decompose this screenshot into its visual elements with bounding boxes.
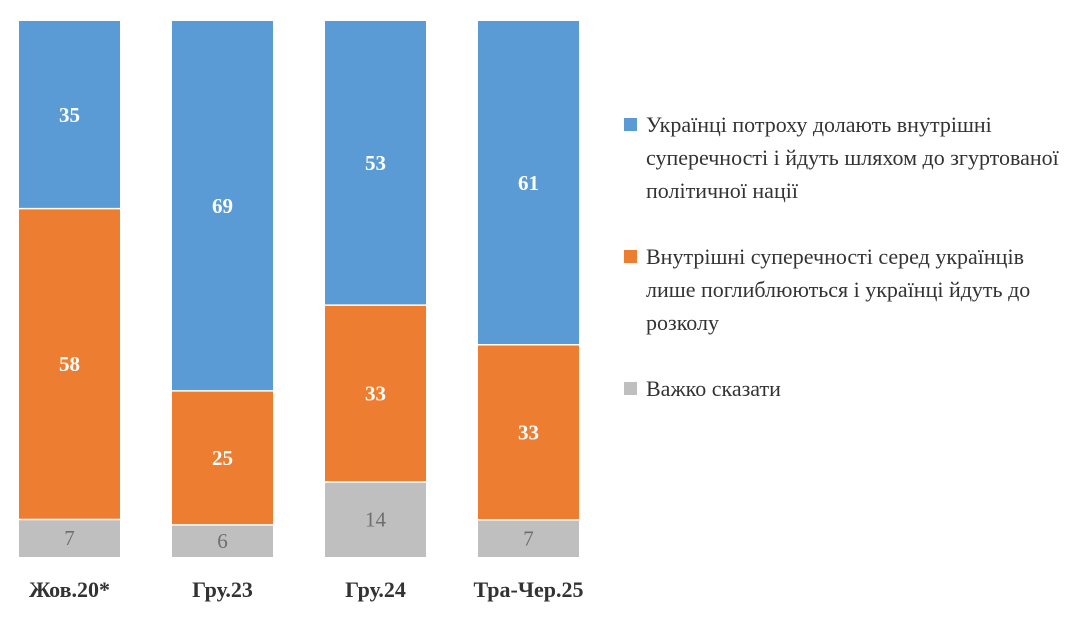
legend-label-consolidation: Українці потроху долають внутрішні супер… (646, 112, 1059, 203)
legend-item-hard-to-say: Важко сказати (624, 372, 1064, 405)
bar-hard-to-say-2 (325, 481, 426, 557)
data-label-division-2: 33 (365, 382, 386, 406)
data-label-consolidation-0: 35 (59, 103, 80, 127)
legend-item-division: Внутрішні суперечності серед українців л… (624, 240, 1064, 339)
bar-division-2 (325, 305, 426, 482)
legend-label-division: Внутрішні суперечності серед українців л… (646, 244, 1031, 335)
bar-consolidation-2 (325, 21, 426, 306)
category-label-0: Жов.20* (29, 577, 110, 602)
data-label-consolidation-1: 69 (212, 194, 233, 218)
bar-consolidation-0 (19, 21, 120, 209)
bar-consolidation-3 (478, 21, 579, 345)
data-label-hard-to-say-2: 14 (365, 507, 387, 531)
bar-hard-to-say-0 (19, 519, 120, 557)
data-label-hard-to-say-3: 7 (523, 526, 534, 550)
bar-division-0 (19, 208, 120, 520)
data-label-hard-to-say-1: 6 (217, 529, 228, 553)
data-label-hard-to-say-0: 7 (64, 526, 75, 550)
bar-division-1 (172, 390, 273, 525)
data-label-consolidation-3: 61 (518, 171, 539, 195)
bar-division-3 (478, 344, 579, 520)
legend-swatch-hard-to-say (624, 382, 637, 395)
data-label-consolidation-2: 53 (365, 151, 386, 175)
legend-label-hard-to-say: Важко сказати (646, 376, 781, 401)
legend-item-consolidation: Українці потроху долають внутрішні супер… (624, 108, 1064, 207)
bar-consolidation-1 (172, 21, 273, 391)
category-label-3: Тра-Чер.25 (473, 577, 583, 602)
bar-hard-to-say-1 (172, 524, 273, 557)
data-label-division-1: 25 (212, 446, 233, 470)
legend-swatch-division (624, 250, 637, 263)
category-label-2: Гру.24 (345, 577, 406, 602)
category-label-1: Гру.23 (192, 577, 253, 602)
legend-swatch-consolidation (624, 118, 637, 131)
data-label-division-0: 58 (59, 352, 80, 376)
legend: Українці потроху долають внутрішні супер… (624, 108, 1064, 438)
bar-hard-to-say-3 (478, 519, 579, 557)
data-label-division-3: 33 (518, 420, 539, 444)
